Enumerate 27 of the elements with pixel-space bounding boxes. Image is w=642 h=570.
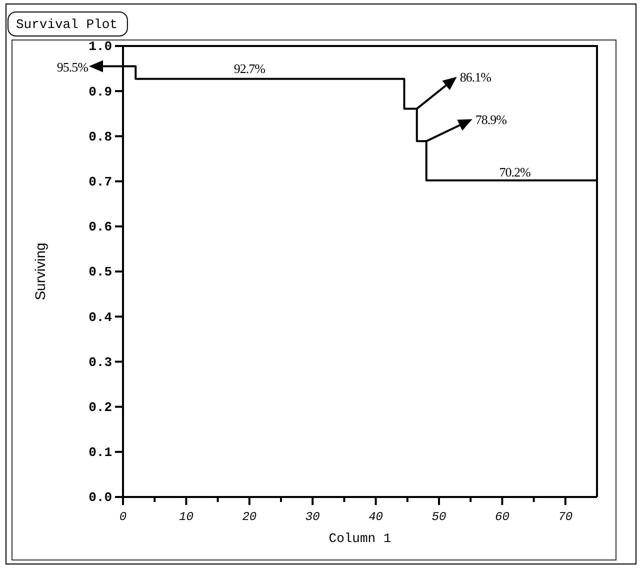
y-tick-label: 1.0 bbox=[88, 39, 112, 54]
y-tick-label: 0.1 bbox=[88, 445, 112, 460]
y-tick-label: 0.8 bbox=[88, 129, 112, 144]
y-tick-label: 0.9 bbox=[88, 84, 112, 100]
x-tick-label: 30 bbox=[305, 510, 320, 524]
annotation: 95.5% bbox=[56, 59, 89, 74]
y-tick-label: 0.5 bbox=[88, 264, 112, 280]
y-tick-label: 0.4 bbox=[88, 310, 112, 325]
y-tick-label: 0.3 bbox=[88, 354, 112, 370]
chart-title: Survival Plot bbox=[16, 17, 118, 32]
y-tick-label: 0.2 bbox=[88, 400, 112, 415]
y-axis-title: Surviving bbox=[32, 242, 48, 300]
x-tick-label: 10 bbox=[178, 510, 194, 524]
x-tick-label: 40 bbox=[368, 510, 384, 524]
x-tick-label: 20 bbox=[242, 510, 257, 524]
annotation: 92.7% bbox=[234, 60, 266, 76]
x-tick-label: 0 bbox=[119, 510, 127, 524]
x-tick-label: 70 bbox=[558, 510, 573, 524]
annotation: 70.2% bbox=[499, 164, 532, 180]
y-tick-label: 0.0 bbox=[88, 490, 112, 506]
x-tick-label: 50 bbox=[432, 510, 446, 524]
annotation: 86.1% bbox=[460, 70, 492, 85]
y-tick-label: 0.7 bbox=[88, 174, 112, 190]
x-tick-label: 60 bbox=[494, 510, 510, 524]
y-tick-label: 0.6 bbox=[88, 220, 112, 235]
x-axis-title: Column 1 bbox=[328, 531, 392, 546]
annotation: 78.9% bbox=[475, 112, 508, 128]
